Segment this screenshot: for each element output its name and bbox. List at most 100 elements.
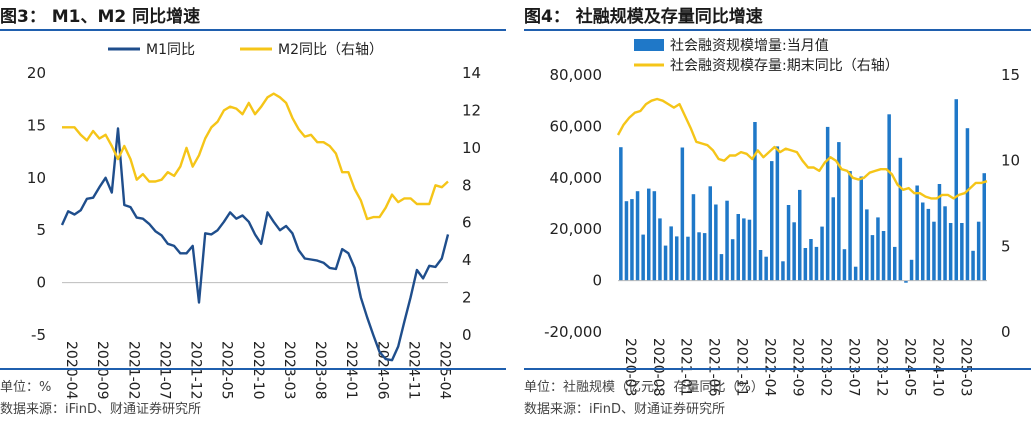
bar-63	[971, 250, 975, 281]
bar-28	[775, 146, 780, 281]
bar-61	[960, 223, 964, 281]
figure-3-unit-note: 单位：%	[0, 380, 52, 395]
bar-60	[954, 99, 958, 281]
y-left-tick-label-5: 20	[27, 64, 46, 82]
x-tick-label-11: 2024-11	[405, 341, 421, 400]
x-tick-label-0: 2020-03	[622, 338, 638, 397]
y-right-tick-label-4: 8	[462, 176, 472, 194]
y-left-tick-label-3: 10	[27, 169, 46, 187]
legend-label-line: 社会融资规模存量:期末同比（右轴）	[670, 58, 899, 74]
bar-48	[887, 114, 891, 281]
bar-17	[714, 204, 718, 281]
x-tick-label-4: 2021-11	[734, 338, 750, 397]
bar-3	[635, 191, 640, 281]
y-right-tick-label-3: 6	[462, 214, 472, 232]
series-line-m1	[60, 127, 450, 362]
bar-45	[870, 235, 875, 281]
bar-55	[926, 208, 931, 281]
x-tick-label-9: 2023-12	[873, 338, 889, 397]
figure-3-top-rule	[0, 29, 506, 31]
bar-49	[893, 246, 897, 281]
bar-37	[825, 126, 830, 281]
bar-44	[865, 209, 869, 281]
y-left-tick-label-1: 0	[592, 272, 602, 290]
bar-57	[937, 184, 942, 281]
bar-18	[719, 254, 724, 281]
y-right-tick-label-0: 0	[1001, 323, 1011, 341]
figure-4-bottom-rule	[524, 368, 1031, 370]
bar-11	[680, 147, 685, 281]
y-right-tick-label-5: 10	[462, 139, 481, 157]
bar-25	[758, 250, 763, 281]
bar-0	[619, 147, 623, 281]
legend-label-m2: M2同比（右轴）	[278, 42, 383, 58]
y-left-tick-label-0: -20,000	[544, 323, 602, 341]
bar-51	[904, 280, 908, 283]
y-right-tick-label-1: 5	[1001, 237, 1011, 255]
bar-56	[932, 221, 936, 281]
bar-16	[708, 186, 712, 281]
bar-33	[803, 248, 808, 281]
y-right-tick-label-6: 12	[462, 101, 481, 119]
x-tick-label-3: 2021-07	[156, 341, 172, 400]
series-line-m2	[62, 92, 449, 221]
y-right-tick-label-2: 10	[1001, 152, 1020, 170]
bar-20	[730, 239, 735, 281]
y-left-tick-label-4: 60,000	[550, 117, 603, 135]
bar-19	[725, 200, 729, 281]
bar-13	[691, 194, 696, 281]
figure-4-top-rule	[524, 29, 1031, 31]
bar-23	[747, 219, 752, 281]
figure-4-source-note: 数据来源：iFinD、财通证券研究所	[524, 402, 726, 417]
bar-2	[630, 199, 634, 281]
figure-4-panel: 图4： 社融规模及存量同比增速 -20,000 0 20,000 40,000 60,0…	[524, 0, 1031, 421]
bar-65	[982, 173, 986, 281]
social-financing-chart: -20,000 0 20,000 40,000 60,000 80,000 0 5 10 15 20…	[544, 38, 1020, 397]
series-line-stock-yoy	[616, 97, 988, 200]
bar-64	[976, 221, 981, 281]
x-tick-label-2: 2021-02	[125, 341, 141, 400]
bar-53	[915, 185, 919, 281]
y-left-tick-label-0: -5	[31, 326, 46, 344]
x-tick-label-12: 2025-03	[957, 338, 973, 397]
x-tick-label-10: 2024-06	[374, 341, 390, 400]
bar-5	[647, 188, 651, 281]
bar-21	[736, 214, 740, 281]
x-tick-label-7: 2023-03	[281, 341, 297, 400]
bar-34	[809, 239, 813, 281]
x-tick-label-8: 2023-07	[845, 338, 861, 397]
x-tick-label-10: 2024-05	[901, 338, 917, 397]
figure-4-unit-note: 单位：社融规模（亿元）、存量同比（%）	[524, 380, 764, 395]
bar-62	[965, 128, 970, 281]
y-left-tick-label-1: 0	[36, 274, 46, 292]
bar-6	[652, 191, 657, 281]
figure-3-bottom-rule	[0, 368, 506, 370]
x-tick-label-2: 2021-01	[678, 338, 694, 397]
bar-26	[764, 256, 768, 281]
legend-label-bar: 社会融资规模增量:当月值	[670, 38, 829, 54]
x-tick-label-6: 2022-10	[250, 341, 266, 400]
bar-15	[702, 233, 707, 281]
bar-47	[881, 231, 886, 281]
bar-14	[697, 232, 701, 281]
bar-52	[909, 259, 914, 281]
bar-35	[814, 246, 819, 281]
x-tick-label-12: 2025-04	[437, 341, 453, 400]
bar-24	[753, 122, 757, 281]
x-tick-label-5: 2022-04	[762, 338, 778, 397]
y-left-tick-label-2: 5	[36, 221, 46, 239]
bar-54	[921, 202, 925, 281]
bar-46	[876, 217, 880, 281]
bar-4	[641, 234, 645, 281]
x-tick-label-9: 2024-01	[343, 341, 359, 400]
y-right-tick-label-3: 15	[1001, 66, 1020, 84]
bar-32	[798, 189, 802, 281]
y-left-tick-label-3: 40,000	[550, 169, 603, 187]
bar-9	[669, 226, 673, 281]
bar-58	[943, 206, 947, 281]
m1-m2-chart: -5 0 5 10 15 20 0 2 4 6 8 10 12 14 2020-04 2020-09 2021-…	[27, 42, 481, 400]
bar-38	[831, 197, 835, 281]
y-left-tick-label-2: 20,000	[550, 220, 603, 238]
figure-4-title: 图4： 社融规模及存量同比增速	[524, 7, 763, 27]
y-right-tick-label-1: 2	[462, 289, 472, 307]
